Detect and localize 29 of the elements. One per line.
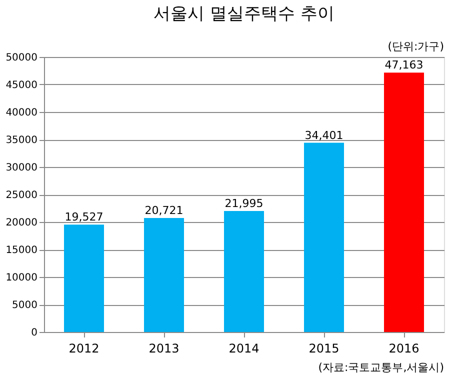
bar xyxy=(144,218,184,332)
bar xyxy=(64,224,104,332)
y-tick-label: 5000 xyxy=(12,300,38,311)
text: (단위:가구) xyxy=(388,40,444,53)
y-tick-label: 10000 xyxy=(6,272,38,284)
bar xyxy=(304,142,344,332)
data-label: 20,721 xyxy=(144,204,184,218)
y-tick-label: 40000 xyxy=(6,108,38,118)
y-tick-label: 0 xyxy=(31,328,38,338)
data-label: 47,163 xyxy=(384,58,424,72)
y-tick-label: 20000 xyxy=(6,218,38,228)
data-label: 21,995 xyxy=(224,197,264,210)
text: (자료:국토교통부,서울시) xyxy=(318,361,444,374)
y-tick-label: 25000 xyxy=(6,190,38,201)
bar xyxy=(384,72,424,332)
x-tick-label: 2012 xyxy=(68,342,100,356)
y-tick-label: 30000 xyxy=(6,162,38,174)
x-tick-label: 2013 xyxy=(148,342,180,356)
bar xyxy=(224,211,264,332)
data-label: 19,527 xyxy=(64,210,104,224)
x-tick-label: 2016 xyxy=(388,342,420,356)
y-tick-label: 35000 xyxy=(6,135,38,146)
y-tick-label: 15000 xyxy=(6,245,38,256)
chart-title: 서울시 멸실주택수 추이 xyxy=(154,4,334,24)
x-tick-label: 2014 xyxy=(228,342,260,356)
y-tick-label: 45000 xyxy=(6,80,38,91)
data-label: 34,401 xyxy=(304,128,344,142)
x-tick-label: 2015 xyxy=(308,342,340,356)
y-tick-label: 50000 xyxy=(6,52,38,64)
